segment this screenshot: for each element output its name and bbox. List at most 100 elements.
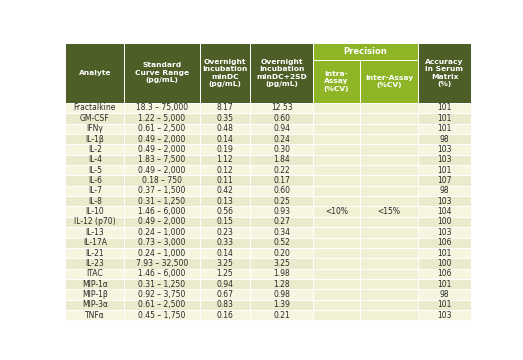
Bar xyxy=(200,227,251,238)
Text: 0.94: 0.94 xyxy=(217,280,233,289)
Text: 101: 101 xyxy=(437,300,452,309)
Text: IL-4: IL-4 xyxy=(88,155,102,164)
Bar xyxy=(251,269,313,279)
Text: Standard
Curve Range
(pg/mL): Standard Curve Range (pg/mL) xyxy=(135,63,189,84)
Bar xyxy=(65,186,124,196)
Bar xyxy=(418,113,471,123)
Text: 12.53: 12.53 xyxy=(271,103,292,112)
Bar xyxy=(124,134,200,144)
Bar xyxy=(418,43,471,103)
Bar xyxy=(65,206,124,217)
Text: 103: 103 xyxy=(437,228,452,237)
Bar xyxy=(251,113,313,123)
Bar xyxy=(251,134,313,144)
Bar xyxy=(124,175,200,186)
Text: 0.12: 0.12 xyxy=(217,166,233,175)
Bar xyxy=(313,134,360,144)
Text: 0.22: 0.22 xyxy=(273,166,290,175)
Text: ITAC: ITAC xyxy=(87,269,103,278)
Text: 0.14: 0.14 xyxy=(217,135,233,144)
Text: 0.30: 0.30 xyxy=(273,145,290,154)
Text: Analyte: Analyte xyxy=(78,70,111,76)
Text: 0.14: 0.14 xyxy=(217,248,233,257)
Text: 1.22 – 5,000: 1.22 – 5,000 xyxy=(139,114,186,123)
Bar xyxy=(418,165,471,175)
Bar xyxy=(360,227,418,238)
Bar xyxy=(124,123,200,134)
Text: 103: 103 xyxy=(437,197,452,206)
Bar xyxy=(251,196,313,206)
Bar xyxy=(65,196,124,206)
Bar xyxy=(251,103,313,113)
Bar xyxy=(251,300,313,310)
Bar xyxy=(313,175,360,186)
Text: 0.60: 0.60 xyxy=(273,186,290,195)
Bar xyxy=(313,113,360,123)
Text: 0.49 – 2,000: 0.49 – 2,000 xyxy=(139,135,186,144)
Bar xyxy=(65,175,124,186)
Text: IL-7: IL-7 xyxy=(88,186,102,195)
Bar xyxy=(124,154,200,165)
Text: 103: 103 xyxy=(437,145,452,154)
Bar xyxy=(313,165,360,175)
Bar xyxy=(313,269,360,279)
Bar xyxy=(65,238,124,248)
Text: 0.25: 0.25 xyxy=(273,197,290,206)
Bar xyxy=(65,227,124,238)
Bar xyxy=(313,238,360,248)
Bar xyxy=(360,60,418,103)
Bar xyxy=(251,43,313,103)
Bar xyxy=(360,103,418,113)
Bar xyxy=(200,186,251,196)
Bar xyxy=(360,289,418,300)
Bar xyxy=(124,269,200,279)
Bar xyxy=(65,258,124,269)
Bar xyxy=(251,186,313,196)
Bar xyxy=(124,144,200,154)
Text: 0.49 – 2,000: 0.49 – 2,000 xyxy=(139,145,186,154)
Text: IL-8: IL-8 xyxy=(88,197,102,206)
Text: 0.61 – 2,500: 0.61 – 2,500 xyxy=(139,300,186,309)
Bar xyxy=(65,103,124,113)
Text: 104: 104 xyxy=(437,207,452,216)
Bar xyxy=(418,123,471,134)
Text: 1.46 – 6,000: 1.46 – 6,000 xyxy=(139,269,186,278)
Bar xyxy=(200,154,251,165)
Bar xyxy=(251,258,313,269)
Bar xyxy=(251,289,313,300)
Bar xyxy=(124,289,200,300)
Text: 0.42: 0.42 xyxy=(217,186,233,195)
Text: 8.17: 8.17 xyxy=(217,103,233,112)
Text: 1.46 – 6,000: 1.46 – 6,000 xyxy=(139,207,186,216)
Bar xyxy=(200,248,251,258)
Text: 7.93 – 32,500: 7.93 – 32,500 xyxy=(136,259,188,268)
Bar xyxy=(65,300,124,310)
Bar xyxy=(418,196,471,206)
Text: IL-23: IL-23 xyxy=(86,259,104,268)
Text: Intra-
Assay
(%CV): Intra- Assay (%CV) xyxy=(324,71,349,92)
Bar xyxy=(418,134,471,144)
Bar xyxy=(360,258,418,269)
Text: 1.39: 1.39 xyxy=(273,300,290,309)
Text: IL-5: IL-5 xyxy=(88,166,102,175)
Bar xyxy=(360,248,418,258)
Bar xyxy=(65,113,124,123)
Text: 0.24: 0.24 xyxy=(273,135,290,144)
Bar xyxy=(124,300,200,310)
Bar xyxy=(313,279,360,289)
Text: 98: 98 xyxy=(440,290,449,299)
Bar xyxy=(360,144,418,154)
Bar xyxy=(313,217,360,227)
Bar xyxy=(418,186,471,196)
Bar xyxy=(360,154,418,165)
Bar xyxy=(65,279,124,289)
Bar xyxy=(313,227,360,238)
Text: 0.21: 0.21 xyxy=(273,311,290,320)
Text: 0.94: 0.94 xyxy=(273,124,290,133)
Text: 103: 103 xyxy=(437,155,452,164)
Text: 0.35: 0.35 xyxy=(217,114,233,123)
Text: 0.52: 0.52 xyxy=(273,238,290,247)
Text: 0.24 – 1,000: 0.24 – 1,000 xyxy=(139,228,186,237)
Bar xyxy=(124,206,200,217)
Text: IL-1β: IL-1β xyxy=(86,135,104,144)
